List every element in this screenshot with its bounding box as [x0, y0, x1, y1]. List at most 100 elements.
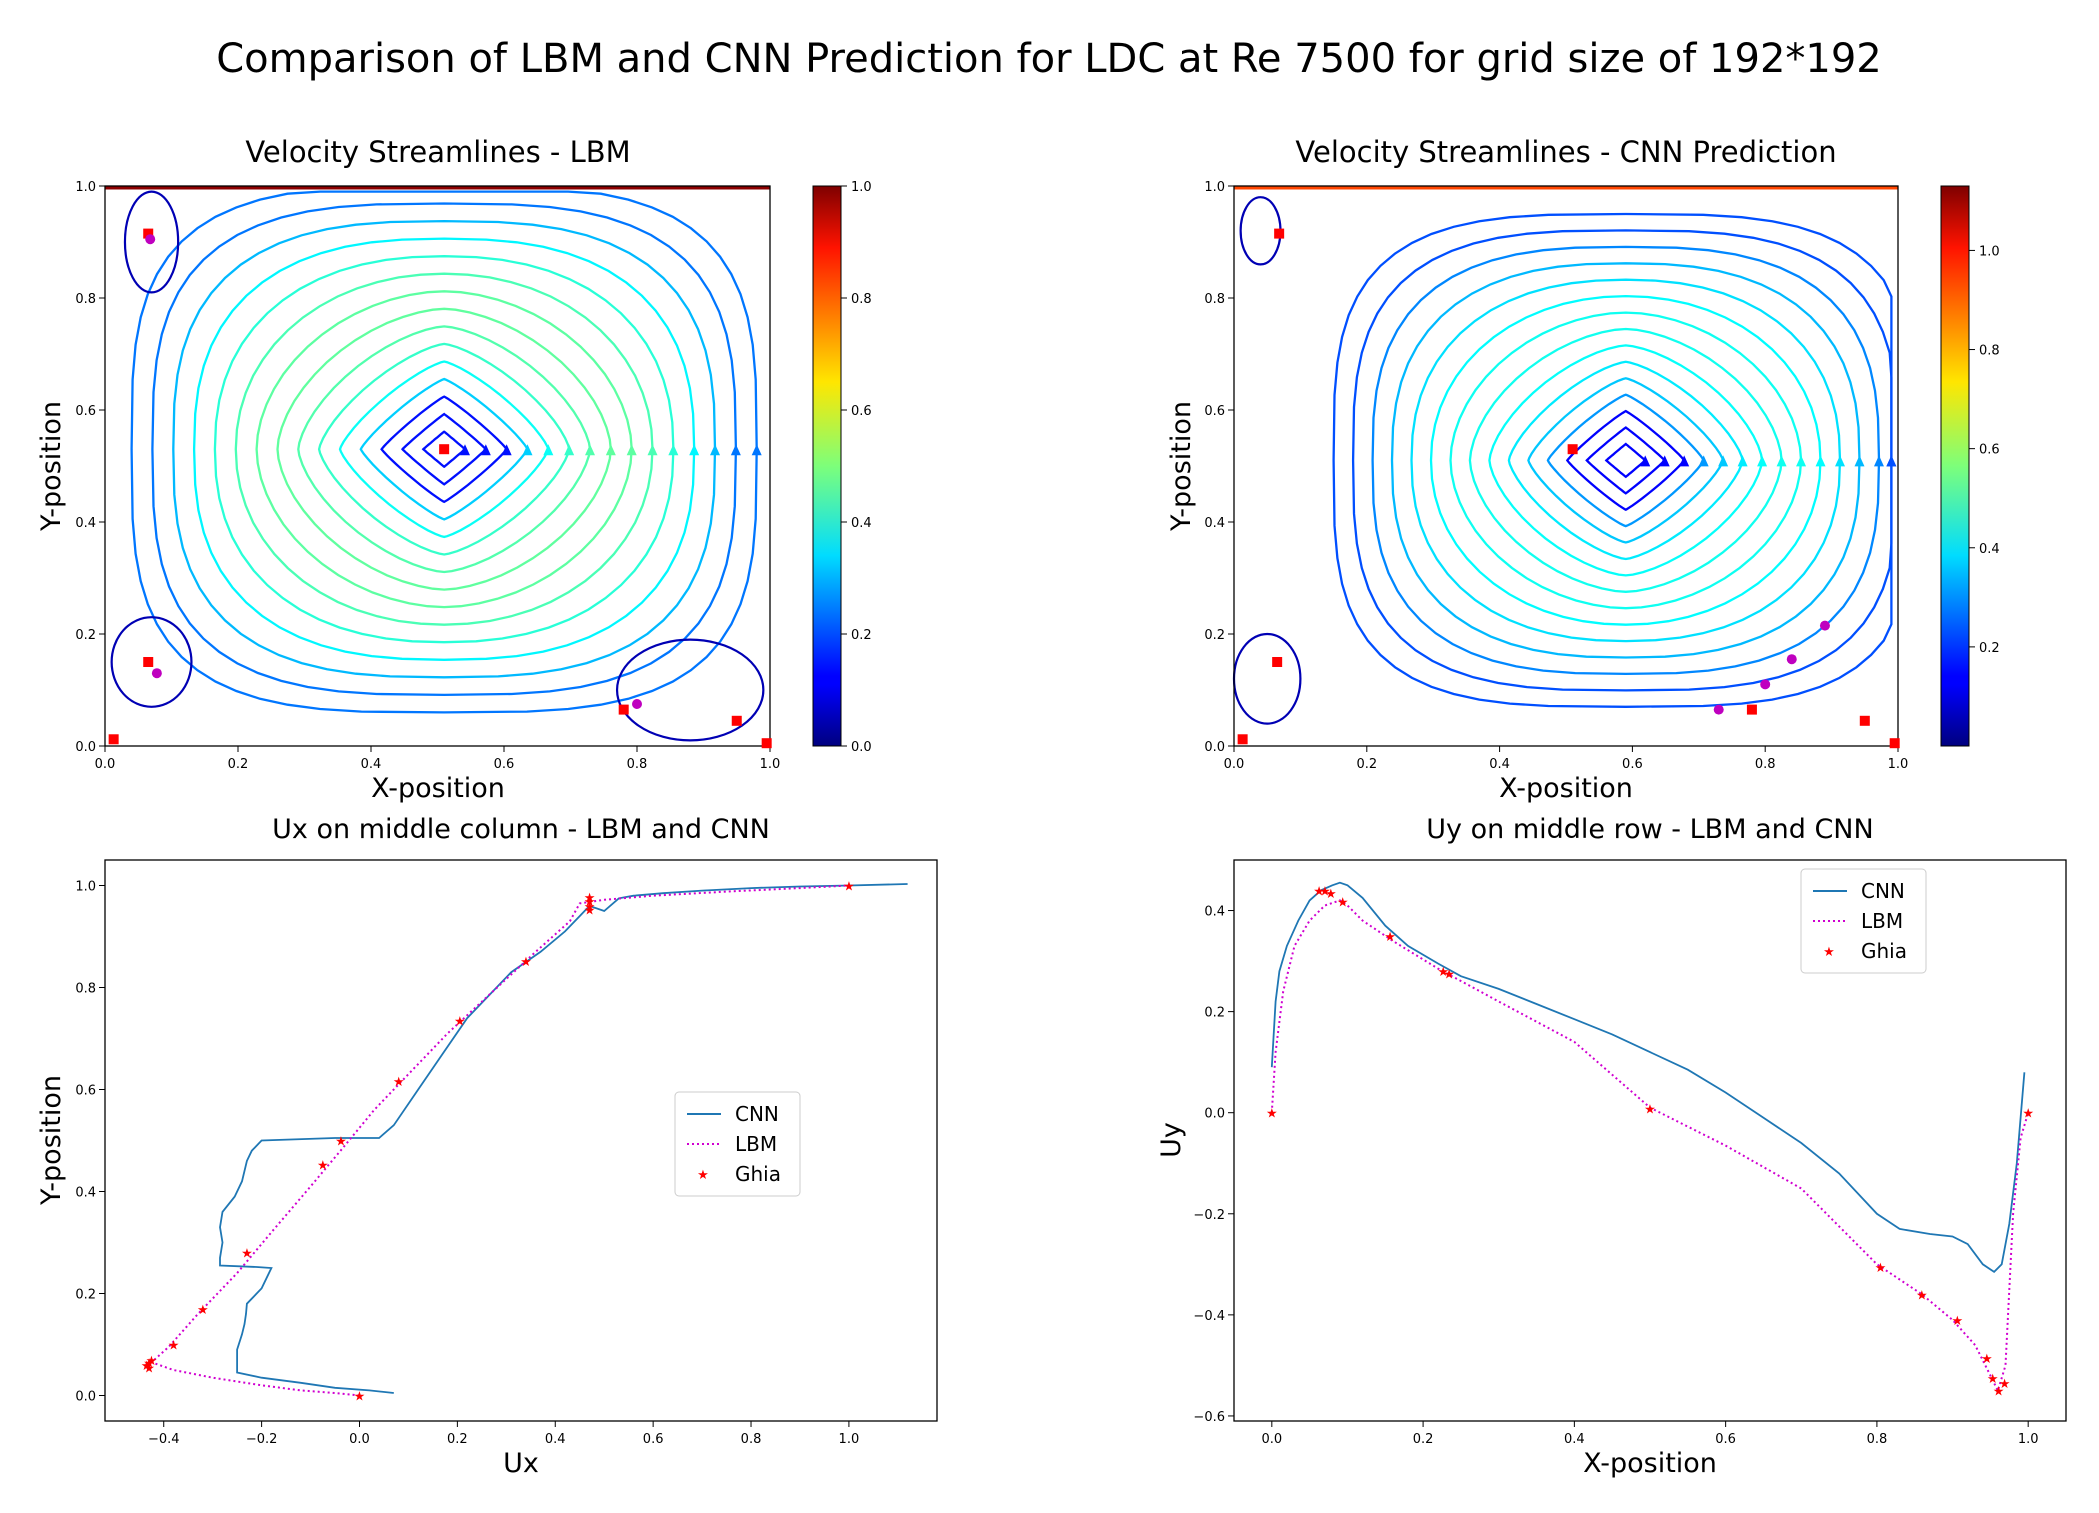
colorbar-tick-label: 0.6 — [1979, 443, 2000, 458]
streamline — [1604, 442, 1647, 479]
red-square-marker — [439, 444, 450, 455]
y-tick-label: 0.2 — [1204, 1006, 1225, 1021]
x-ticks: −0.4 −0.2 0.0 0.2 0.4 0.6 0.8 1.0 — [148, 1421, 859, 1447]
streamline-arrow — [480, 444, 491, 456]
red-square-marker — [618, 704, 629, 715]
y-tick-label: 0.0 — [1204, 740, 1225, 755]
x-tick-label: 0.6 — [643, 1432, 664, 1447]
y-tick-label: 0.0 — [1204, 1107, 1225, 1122]
streamline-arrow — [543, 444, 554, 456]
ghia-marker: ★ — [1951, 1314, 1963, 1329]
axes-frame — [1233, 185, 1899, 747]
ghia-marker: ★ — [146, 1354, 158, 1369]
ghia-marker: ★ — [2022, 1107, 2034, 1122]
streamline — [1332, 212, 1893, 708]
ghia-marker: ★ — [143, 1361, 155, 1376]
y-tick-label: 0.2 — [75, 1288, 96, 1303]
streamline-arrow — [730, 444, 741, 456]
y-tick-label: 0.6 — [75, 404, 96, 419]
magenta-circle-marker — [1713, 704, 1724, 715]
legend-label: CNN — [1861, 879, 1905, 903]
streamline-arrow — [1854, 455, 1865, 467]
red-square-marker — [143, 657, 154, 667]
series-line-lbm — [149, 884, 849, 1397]
streamline-arrow — [1718, 455, 1729, 467]
y-tick-label: 0.4 — [1204, 905, 1225, 920]
ghia-marker: ★ — [354, 1390, 366, 1405]
x-tick-label: −0.2 — [246, 1432, 278, 1447]
x-tick-label: 0.4 — [545, 1432, 566, 1447]
streamline-arrow — [1659, 455, 1670, 467]
x-ticks: 0.0 0.2 0.4 0.6 0.8 1.0 — [1261, 1421, 2039, 1447]
streamline-arrow — [1679, 455, 1690, 467]
red-square-marker — [1567, 444, 1578, 455]
legend-label: LBM — [1861, 909, 1903, 933]
ghia-marker: ★ — [584, 900, 596, 915]
ghia-marker: ★ — [1337, 895, 1349, 910]
ghia-marker: ★ — [1266, 1107, 1278, 1122]
x-axis-label: X-position — [371, 773, 505, 804]
y-tick-label: 1.0 — [75, 180, 96, 195]
x-axis-label: Ux — [503, 1448, 539, 1479]
ghia-marker: ★ — [1875, 1261, 1887, 1276]
series-line-cnn — [219, 883, 908, 1394]
panel-lbm-streamlines: Velocity Streamlines - LBM 0.0 0.2 0.4 0.6 0… — [36, 135, 872, 804]
ghia-marker: ★ — [1999, 1377, 2011, 1392]
x-tick-label: 0.8 — [1755, 757, 1776, 772]
panel-title: Velocity Streamlines - CNN Prediction — [1295, 135, 1836, 169]
legend: CNN LBM ★ Ghia — [674, 1091, 801, 1197]
ghia-marker: ★ — [143, 1356, 155, 1371]
y-ticks: −0.6 −0.4 −0.2 0.0 0.2 0.4 — [1193, 905, 1234, 1425]
colorbar-tick-label: 0.4 — [1979, 542, 2000, 557]
x-tick-label: 0.0 — [349, 1432, 370, 1447]
x-tick-label: 0.4 — [1489, 757, 1510, 772]
streamline — [255, 290, 633, 609]
colorbar-ticks: 0.0 0.2 0.4 0.6 0.8 1.0 — [841, 180, 872, 755]
marker-layer — [1237, 228, 1900, 749]
streamline-arrow — [1796, 455, 1807, 467]
y-tick-label: −0.2 — [1193, 1208, 1225, 1223]
x-tick-label: 0.2 — [1413, 1432, 1434, 1447]
panel-title: Velocity Streamlines - LBM — [245, 135, 630, 169]
streamlines — [105, 186, 770, 742]
panel-ux-middle-column: Ux on middle column - LBM and CNN ★★★★★★… — [36, 814, 938, 1479]
streamline-arrow — [751, 444, 762, 456]
streamline — [1507, 360, 1744, 561]
y-tick-label: 0.0 — [75, 1390, 96, 1405]
colorbar-tick-label: 0.6 — [851, 404, 872, 419]
magenta-circle-marker — [1760, 679, 1771, 690]
panel-title: Uy on middle row - LBM and CNN — [1426, 814, 1873, 845]
panel-cnn-streamlines: Velocity Streamlines - CNN Prediction 0.… — [1166, 135, 2000, 804]
axes-frame — [104, 859, 938, 1422]
y-axis-label: Uy — [1156, 1122, 1187, 1158]
x-tick-label: 0.6 — [1715, 1432, 1736, 1447]
y-tick-label: 0.8 — [75, 982, 96, 997]
x-ticks: 0.0 0.2 0.4 0.6 0.8 1.0 — [1224, 746, 1908, 772]
x-tick-label: 0.6 — [494, 757, 515, 772]
figure-title: Comparison of LBM and CNN Prediction for… — [216, 36, 1882, 82]
colorbar-tick-label: 0.2 — [1979, 641, 2000, 656]
red-square-marker — [1274, 228, 1285, 239]
panel-title: Ux on middle column - LBM and CNN — [272, 814, 770, 845]
streamline — [297, 325, 592, 574]
ghia-marker: ★ — [584, 891, 596, 906]
x-tick-label: 0.4 — [1564, 1432, 1585, 1447]
ghia-marker: ★ — [141, 1359, 153, 1374]
red-square-marker — [1889, 738, 1900, 749]
marker-layer — [108, 228, 772, 749]
ghia-marker: ★ — [454, 1015, 466, 1030]
y-tick-label: 0.6 — [75, 1084, 96, 1099]
streamline — [1488, 344, 1764, 577]
legend-label: Ghia — [1861, 939, 1907, 963]
y-axis-label: Y-position — [1166, 401, 1197, 532]
ghia-marker: ★ — [317, 1158, 329, 1173]
ghia-marker: ★ — [1916, 1289, 1928, 1304]
corner-eddy — [1232, 632, 1302, 725]
streamline-arrow — [522, 444, 533, 456]
ghia-marker: ★ — [168, 1339, 180, 1354]
red-square-marker — [1746, 704, 1757, 715]
streamline-arrow — [689, 444, 700, 456]
streamline-arrow — [1640, 455, 1651, 467]
ghia-marker: ★ — [393, 1075, 405, 1090]
